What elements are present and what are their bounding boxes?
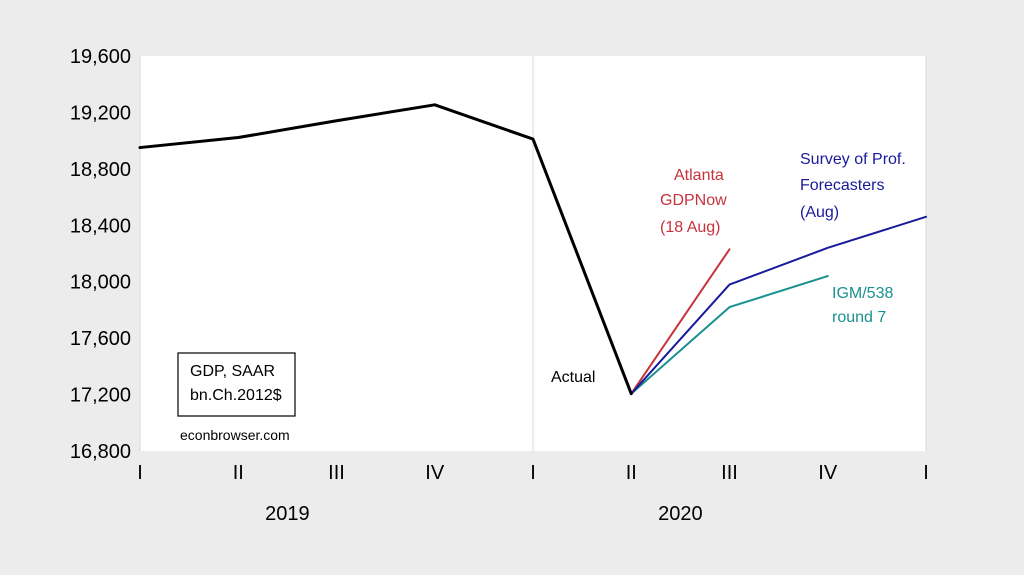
x-tick-label: IV xyxy=(818,462,838,484)
series-lines xyxy=(138,103,927,396)
igm-label: IGM/538 round 7 xyxy=(832,285,893,326)
y-tick-label: 18,800 xyxy=(70,159,131,181)
legend-line-1: GDP, SAAR xyxy=(190,363,275,380)
actual-label: Actual xyxy=(551,369,595,386)
y-axis-labels: 16,800 17,200 17,600 18,000 18,400 18,800 19,2… xyxy=(70,46,131,463)
x-tick-label: III xyxy=(328,462,345,484)
source-label: econbrowser.com xyxy=(180,427,290,443)
year-label: 2020 xyxy=(658,503,703,525)
svg-text:Forecasters: Forecasters xyxy=(800,177,884,194)
x-tick-label: I xyxy=(530,462,536,484)
legend-line-2: bn.Ch.2012$ xyxy=(190,387,282,404)
svg-text:(Aug): (Aug) xyxy=(800,204,839,221)
series-line xyxy=(630,215,927,395)
y-tick-label: 16,800 xyxy=(70,441,131,463)
svg-text:IGM/538: IGM/538 xyxy=(832,285,893,302)
x-tick-label: II xyxy=(233,462,244,484)
x-tick-label: I xyxy=(923,462,929,484)
x-tick-label: II xyxy=(626,462,637,484)
y-tick-label: 17,200 xyxy=(70,385,131,407)
legend-box: GDP, SAAR bn.Ch.2012$ xyxy=(177,352,296,417)
y-tick-label: 19,600 xyxy=(70,46,131,68)
svg-text:Atlanta: Atlanta xyxy=(674,167,724,184)
spf-label: Survey of Prof. Forecasters (Aug) xyxy=(800,151,906,221)
series-line xyxy=(138,103,633,396)
series-line xyxy=(630,275,829,395)
y-tick-label: 18,000 xyxy=(70,272,131,294)
svg-text:Survey of Prof.: Survey of Prof. xyxy=(800,151,906,168)
grid-lines xyxy=(139,56,927,451)
svg-text:GDPNow: GDPNow xyxy=(660,192,727,209)
y-tick-label: 19,200 xyxy=(70,102,131,124)
y-tick-label: 17,600 xyxy=(70,328,131,350)
y-tick-label: 18,400 xyxy=(70,215,131,237)
x-tick-label: IV xyxy=(425,462,445,484)
year-label: 2019 xyxy=(265,503,310,525)
atlanta-label: Atlanta GDPNow (18 Aug) xyxy=(660,167,727,236)
x-tick-label: III xyxy=(721,462,738,484)
svg-text:(18 Aug): (18 Aug) xyxy=(660,219,720,236)
x-tick-label: I xyxy=(137,462,143,484)
svg-text:round 7: round 7 xyxy=(832,309,886,326)
series-line xyxy=(630,248,731,395)
